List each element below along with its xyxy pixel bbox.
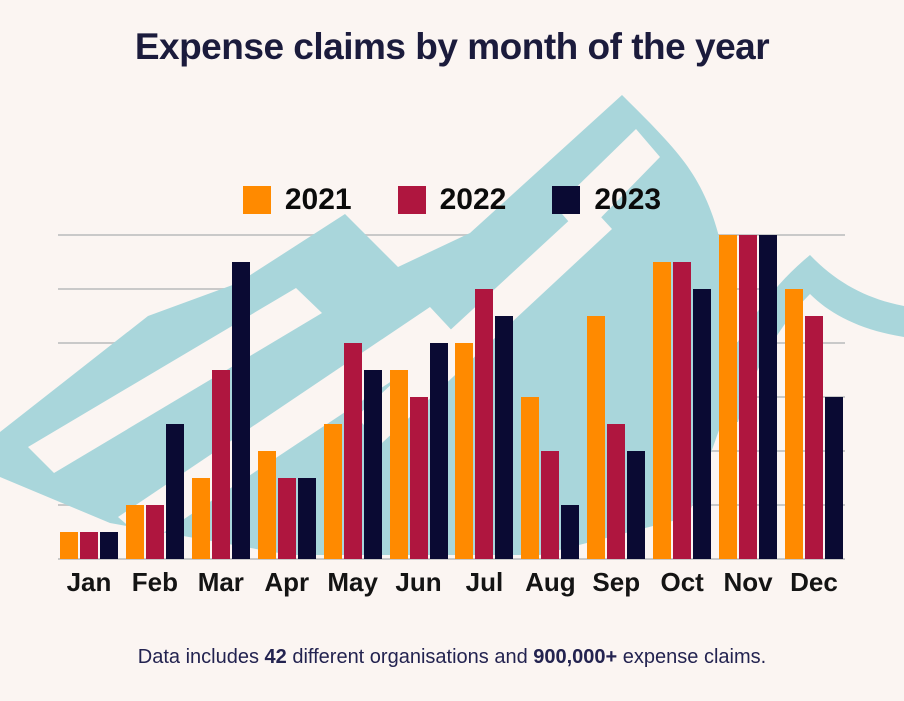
bar-2021-oct — [653, 262, 672, 559]
gridline — [58, 234, 845, 236]
bar-2022-aug — [541, 451, 560, 559]
bar-2022-apr — [277, 478, 296, 559]
legend-item-2021: 2021 — [242, 183, 352, 217]
bar-group-jul — [455, 235, 514, 559]
bar-group-apr — [257, 235, 316, 559]
bar-2023-may — [363, 370, 382, 559]
chart-title: Expense claims by month of the year — [134, 26, 770, 67]
bar-group-sep — [587, 235, 646, 559]
bar-group-nov — [719, 235, 778, 559]
legend-label: 2021 — [284, 183, 352, 216]
footer-claims-count: 900,000+ — [533, 646, 618, 668]
month-label-nov: Nov — [723, 567, 773, 597]
gridline — [58, 558, 845, 560]
bar-group-oct — [653, 235, 712, 559]
bars-row — [58, 235, 845, 559]
month-label-apr: Apr — [264, 567, 310, 597]
bar-2023-dec — [824, 397, 843, 559]
month-label-dec: Dec — [790, 567, 838, 597]
bar-2022-dec — [804, 316, 823, 559]
bar-group-aug — [521, 235, 580, 559]
month-label-may: May — [327, 567, 378, 597]
month-label-jun: Jun — [395, 567, 442, 597]
bar-group-mar — [191, 235, 250, 559]
bar-2021-apr — [257, 451, 276, 559]
bar-2022-nov — [739, 235, 758, 559]
legend-swatch-2023 — [552, 186, 581, 214]
bar-group-jan — [60, 235, 118, 559]
bar-2023-aug — [561, 505, 580, 559]
month-label-aug: Aug — [525, 567, 576, 597]
footer-text: Data includes — [137, 646, 265, 668]
bar-2023-nov — [759, 235, 778, 559]
bar-2022-feb — [145, 505, 164, 559]
bar-2023-mar — [231, 262, 250, 559]
bar-2021-may — [323, 424, 342, 559]
bar-2021-feb — [125, 505, 144, 559]
bar-2022-oct — [673, 262, 692, 559]
x-axis-labels: Jan Feb Mar Apr May Jun Jul Aug Sep Oct Nov Dec — [58, 567, 845, 598]
bar-2021-sep — [587, 316, 606, 559]
bar-group-may — [323, 235, 382, 559]
month-label-feb: Feb — [131, 567, 179, 597]
bar-2022-jul — [475, 289, 494, 559]
footer-text: different organisations and — [286, 646, 534, 668]
bar-2021-jul — [455, 343, 474, 559]
bar-2021-aug — [521, 397, 540, 559]
bar-2021-jun — [389, 370, 408, 559]
month-label-jan: Jan — [66, 567, 112, 597]
bar-2021-mar — [191, 478, 210, 559]
bar-2023-jun — [429, 343, 448, 559]
bar-2022-may — [343, 343, 362, 559]
legend-swatch-2022 — [397, 186, 426, 214]
footer-org-count: 42 — [264, 646, 287, 668]
bar-group-dec — [784, 235, 843, 559]
bar-2023-feb — [165, 424, 184, 559]
bar-2021-jan — [60, 532, 78, 559]
bar-group-feb — [125, 235, 184, 559]
bar-group-jun — [389, 235, 448, 559]
legend-label: 2022 — [439, 183, 507, 216]
footer-text: expense claims. — [617, 646, 767, 668]
bar-2022-sep — [607, 424, 626, 559]
bar-2022-jun — [409, 397, 428, 559]
legend-item-2022: 2022 — [397, 183, 507, 217]
bar-2023-apr — [297, 478, 316, 559]
legend-item-2023: 2023 — [552, 183, 661, 217]
bar-2022-jan — [80, 532, 98, 559]
bar-2023-sep — [627, 451, 646, 559]
footer-note: Data includes 42 different organisations… — [0, 646, 904, 669]
month-label-mar: Mar — [197, 567, 244, 597]
legend-swatch-2021 — [242, 186, 271, 214]
legend-label: 2023 — [594, 183, 662, 216]
bar-2023-jan — [100, 532, 118, 559]
bar-2023-oct — [693, 289, 712, 559]
month-label-oct: Oct — [660, 567, 704, 597]
chart-area — [58, 234, 845, 560]
bar-2021-nov — [719, 235, 738, 559]
chart-legend: 2021 2022 2023 — [0, 183, 904, 217]
month-label-jul: Jul — [465, 567, 504, 597]
bar-2023-jul — [495, 316, 514, 559]
bar-2021-dec — [784, 289, 803, 559]
bar-2022-mar — [211, 370, 230, 559]
month-label-sep: Sep — [592, 567, 641, 597]
